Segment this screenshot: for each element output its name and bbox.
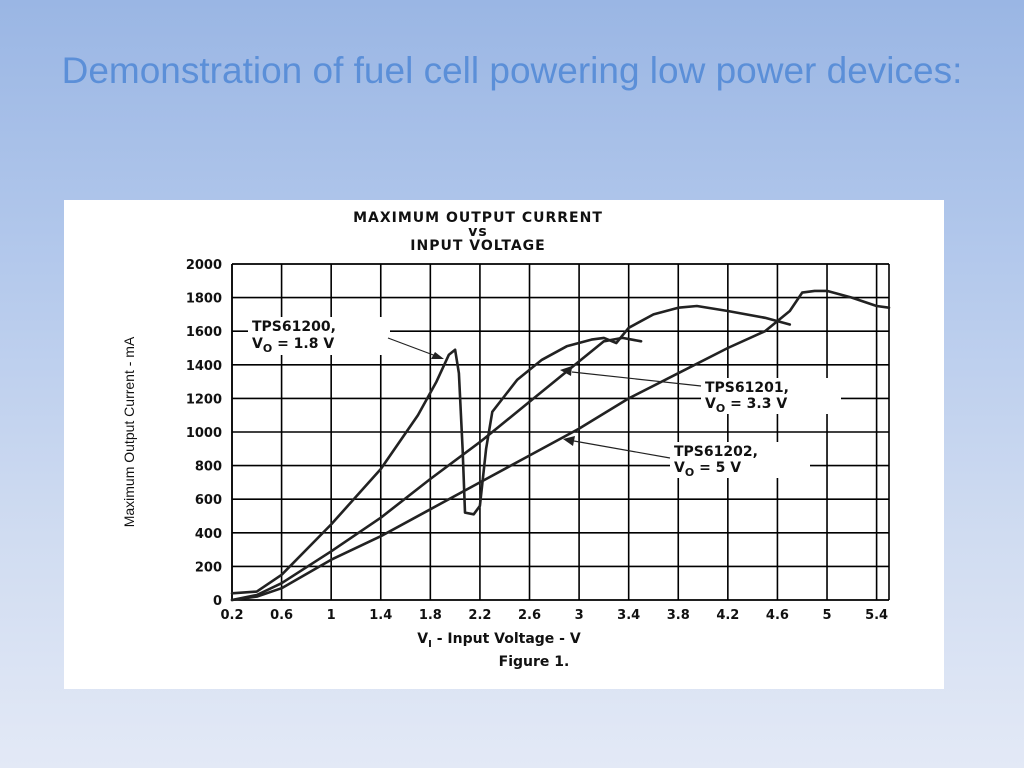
x-tick-label: 0.2 (220, 608, 243, 623)
label-tps61200-line1: TPS61200, (252, 319, 336, 335)
x-tick-label: 2.6 (518, 608, 541, 623)
x-tick-label: 1.4 (369, 608, 392, 623)
y-tick-label: 800 (195, 460, 222, 475)
label-tps61201-line2: VO = 3.3 V (705, 396, 787, 415)
x-tick-label: 5.4 (865, 608, 888, 623)
series-line-tps61202 (230, 289, 891, 602)
label-box-tps61202 (670, 442, 810, 478)
y-tick-label: 1600 (186, 325, 222, 340)
y-tick-label: 200 (195, 560, 222, 575)
chart-title-line1: MAXIMUM OUTPUT CURRENT (353, 210, 603, 226)
x-tick-label: 2.2 (468, 608, 491, 623)
y-tick-label: 1400 (186, 359, 222, 374)
x-tick-label: 0.6 (270, 608, 293, 623)
y-tick-label: 400 (195, 527, 222, 542)
x-axis-label: VI - Input Voltage - V (417, 631, 581, 650)
chart: MAXIMUM OUTPUT CURRENT vs INPUT VOLTAGE … (121, 210, 891, 670)
y-tick-label: 600 (195, 493, 222, 508)
figure-caption: Figure 1. (499, 654, 570, 670)
y-tick-label: 1200 (186, 392, 222, 407)
x-tick-label: 1 (327, 608, 336, 623)
y-tick-label: 2000 (186, 258, 222, 273)
series-line-tps61201 (230, 336, 643, 602)
label-tps61202-line1: TPS61202, (674, 444, 758, 460)
chart-title-line2: vs (468, 224, 487, 240)
x-tick-label: 1.8 (419, 608, 442, 623)
x-tick-label: 4.6 (766, 608, 789, 623)
x-tick-label: 3.8 (667, 608, 690, 623)
y-tick-labels: 0 200 400 600 800 1000 1200 1400 1600 1800 2000 (186, 258, 222, 609)
label-box-tps61201 (701, 378, 841, 414)
x-tick-label: 4.2 (716, 608, 739, 623)
x-tick-label: 3.4 (617, 608, 640, 623)
grid (231, 263, 890, 601)
x-tick-label: 3 (575, 608, 584, 623)
slide-title: Demonstration of fuel cell powering low … (61, 50, 963, 91)
y-tick-label: 0 (213, 594, 222, 609)
x-tick-label: 5 (822, 608, 831, 623)
label-box-tps61200 (248, 317, 390, 355)
label-tps61201-line1: TPS61201, (705, 380, 789, 396)
label-tps61200-line2: VO = 1.8 V (252, 336, 334, 355)
x-tick-labels: 0.2 0.6 1 1.4 1.8 2.2 2.6 3 3.4 3.8 4.2 4.6 5 5.4 (220, 608, 888, 623)
series-line-tps61200 (230, 304, 792, 595)
y-axis-label: Maximum Output Current - mA (121, 336, 137, 527)
figure-panel: MAXIMUM OUTPUT CURRENT vs INPUT VOLTAGE … (64, 200, 944, 689)
series-lines (230, 289, 891, 602)
y-tick-label: 1000 (186, 426, 222, 441)
y-tick-label: 1800 (186, 292, 222, 307)
chart-title-line3: INPUT VOLTAGE (410, 238, 545, 254)
label-tps61202-line2: VO = 5 V (674, 460, 741, 479)
label-arrows (387, 337, 702, 459)
